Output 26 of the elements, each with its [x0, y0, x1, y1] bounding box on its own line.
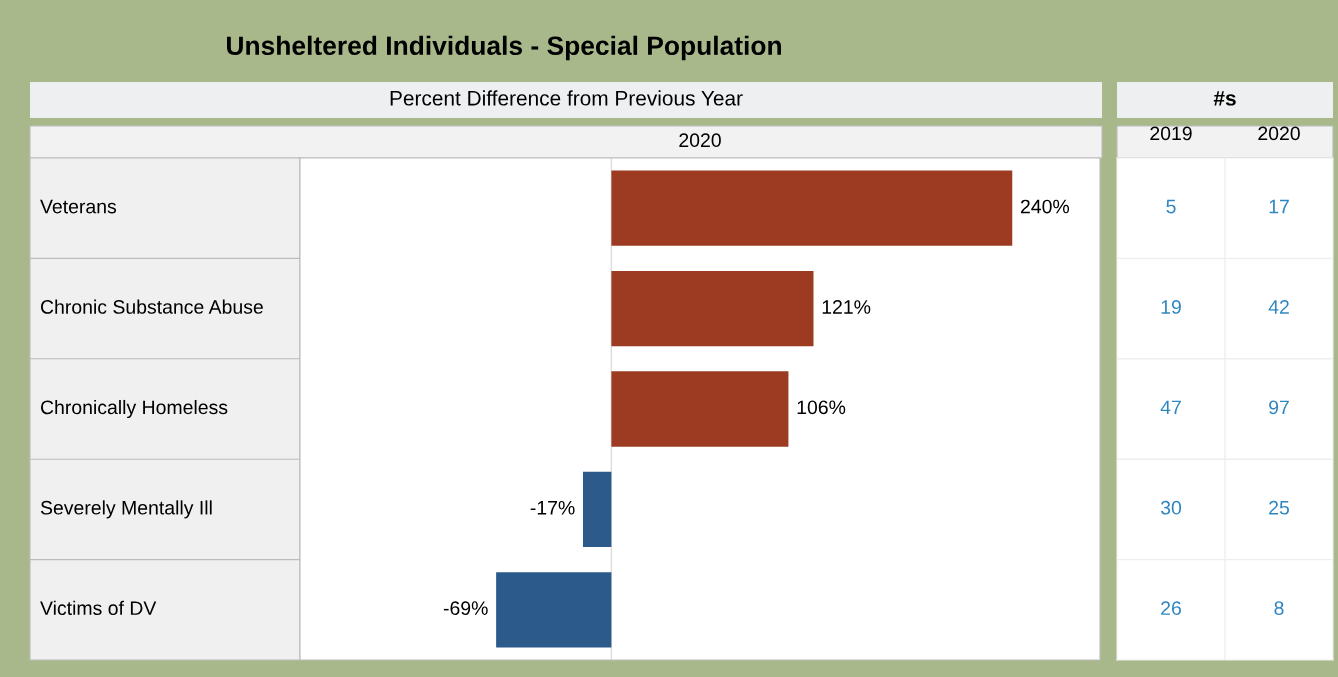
- y-tick-label: Veterans: [40, 199, 117, 214]
- text: 97: [1269, 400, 1289, 415]
- text: 26: [1161, 601, 1181, 616]
- text: 30: [1160, 500, 1182, 515]
- y-tick-label: Severely Mentally Ill: [40, 500, 212, 519]
- data-label: -69%: [443, 601, 488, 616]
- data-label: 121%: [822, 300, 871, 314]
- chart-subtitle: Percent Difference from Previous Year: [390, 90, 743, 106]
- category-label: 2019: [1150, 126, 1192, 141]
- text: 17: [1269, 199, 1289, 214]
- text: 47: [1160, 400, 1181, 415]
- text: 19: [1161, 300, 1181, 314]
- y-tick-label: Victims of DV: [40, 600, 157, 616]
- x-axis-title: 2020: [679, 133, 721, 148]
- y-tick-label: Chronic Substance Abuse: [40, 299, 263, 314]
- data-label: -17%: [530, 500, 575, 515]
- text: #s: [1213, 91, 1236, 106]
- text: 25: [1269, 500, 1289, 515]
- chart-title: Unsheltered Individuals - Special Population: [227, 35, 781, 61]
- text: 8: [1274, 601, 1284, 616]
- data-label: 106%: [797, 400, 846, 415]
- category-label: 2020: [1258, 126, 1300, 141]
- text: 5: [1166, 199, 1176, 214]
- data-label: 240%: [1020, 199, 1070, 214]
- y-tick-label: Chronically Homeless: [40, 399, 228, 419]
- text: 42: [1268, 300, 1289, 314]
